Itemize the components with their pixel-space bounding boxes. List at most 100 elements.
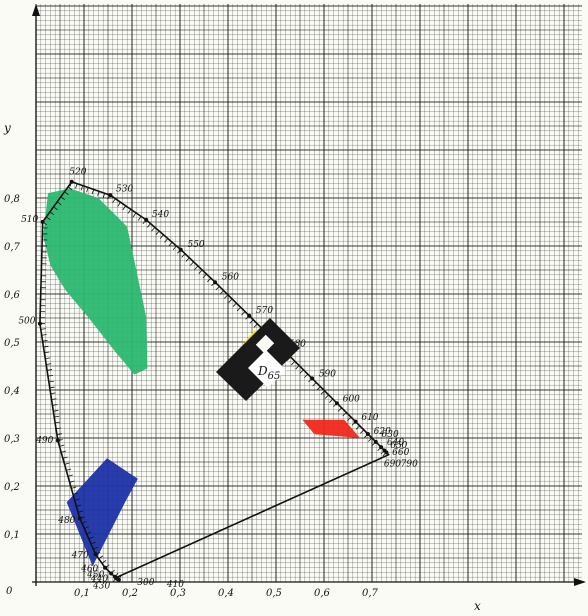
d65-white-point-marker: D65 [216, 318, 300, 401]
x-tick-label: 0,5 [266, 588, 282, 599]
d65-notch [255, 334, 275, 354]
locus-point [144, 217, 149, 222]
locus-hatch [98, 555, 104, 560]
locus-hatch [64, 191, 69, 196]
locus-hatch [86, 187, 89, 193]
wavelength-label: 410 [166, 580, 184, 590]
wavelength-label: 510 [21, 215, 38, 225]
red-patch [302, 419, 360, 438]
locus-hatch [66, 468, 72, 471]
locus-point [365, 432, 370, 437]
wavelength-label: 450 [86, 570, 104, 580]
locus-hatch [91, 189, 95, 195]
wavelength-label: 610 [361, 413, 378, 423]
locus-point [384, 450, 389, 455]
wavelength-label: 570 [256, 306, 273, 316]
locus-hatch [56, 433, 62, 435]
locus-hatch [181, 253, 186, 258]
locus-point [379, 445, 384, 450]
locus-hatch [189, 261, 194, 266]
locus-hatch [40, 328, 46, 330]
locus-hatch [224, 294, 229, 299]
y-axis-arrow [32, 4, 40, 16]
locus-hatch [49, 211, 55, 216]
locus-hatch [219, 290, 224, 295]
wavelength-label: 660 [392, 448, 409, 458]
tick-labels: 0,1 0,2 0,3 0,4 0,5 0,6 0,7 0,1 0,2 0,3 0,4 0,5 0,6 0… [4, 194, 379, 599]
locus-hatch [52, 404, 58, 406]
y-tick-label: 0,2 [4, 482, 20, 493]
locus-hatch [236, 307, 241, 312]
y-tick-label: 0,4 [4, 386, 20, 397]
locus-hatch [55, 421, 61, 424]
wavelength-label: 560 [222, 272, 239, 282]
wavelength-label: 530 [116, 184, 133, 194]
green-patch [43, 188, 148, 375]
wavelength-label: 690 [384, 460, 401, 470]
locus-hatch [72, 492, 78, 495]
locus-point [93, 552, 98, 557]
locus-hatch [168, 241, 173, 247]
locus-hatch [76, 504, 82, 507]
locus-hatch [164, 238, 169, 243]
locus-hatch [347, 416, 352, 421]
locus-hatch [132, 212, 137, 218]
y-tick-label: 0,7 [4, 242, 21, 253]
locus-hatch [46, 363, 52, 365]
wavelength-label: 790 [401, 460, 418, 470]
x-tick-label: 0,3 [170, 588, 186, 599]
d65-white-card [248, 350, 286, 388]
locus-hatch [185, 257, 190, 262]
locus-hatch [80, 185, 84, 191]
locus-point [112, 574, 117, 579]
locus-hatch [67, 186, 73, 191]
x-tick-label: 0,6 [314, 588, 331, 599]
locus-hatch [312, 382, 317, 387]
locus-hatch [228, 298, 233, 303]
locus-hatch [232, 302, 237, 308]
wavelength-label: 550 [187, 240, 204, 250]
locus-hatch [54, 415, 60, 418]
d65-subscript: 65 [268, 371, 281, 382]
locus-hatch [56, 201, 62, 206]
wavelength-label: 520 [69, 168, 86, 178]
locus-point [40, 219, 45, 224]
locus-hatch [86, 531, 92, 535]
locus-hatch [337, 407, 342, 412]
locus-point [103, 565, 108, 570]
locus-hatch [59, 444, 65, 447]
x-tick-label: 0,4 [218, 588, 234, 599]
wavelength-label: 580 [289, 340, 306, 350]
locus-hatch [215, 286, 220, 291]
y-axis-label: y [3, 121, 11, 135]
locus-hatch [46, 216, 51, 221]
locus-hatch [53, 410, 59, 412]
locus-hatch [320, 390, 325, 395]
x-axis-arrow [574, 578, 586, 586]
locus-hatch [67, 474, 73, 477]
wavelength-label: 470 [71, 551, 89, 561]
locus-hatch [359, 429, 365, 434]
locus-point [247, 313, 252, 318]
locus-hatch [84, 526, 90, 529]
locus-hatch [93, 546, 99, 550]
locus-hatch [368, 437, 373, 442]
locus-hatch [207, 277, 212, 283]
wavelength-label: 620 [374, 427, 391, 437]
locus-hatch [88, 536, 94, 540]
blue-patch [66, 458, 138, 567]
locus-hatch [60, 196, 66, 201]
locus-hatch [291, 360, 296, 366]
locus-hatch [61, 450, 67, 453]
locus-hatch [324, 394, 329, 399]
locus-hatch [198, 269, 203, 274]
wavelength-label: 650 [390, 441, 407, 451]
locus-hatch [194, 265, 199, 270]
locus-hatch [71, 486, 77, 489]
locus-hatch [44, 351, 50, 354]
wavelength-label: 500 [18, 317, 35, 327]
locus-point [77, 516, 82, 521]
locus-hatch [49, 386, 55, 389]
